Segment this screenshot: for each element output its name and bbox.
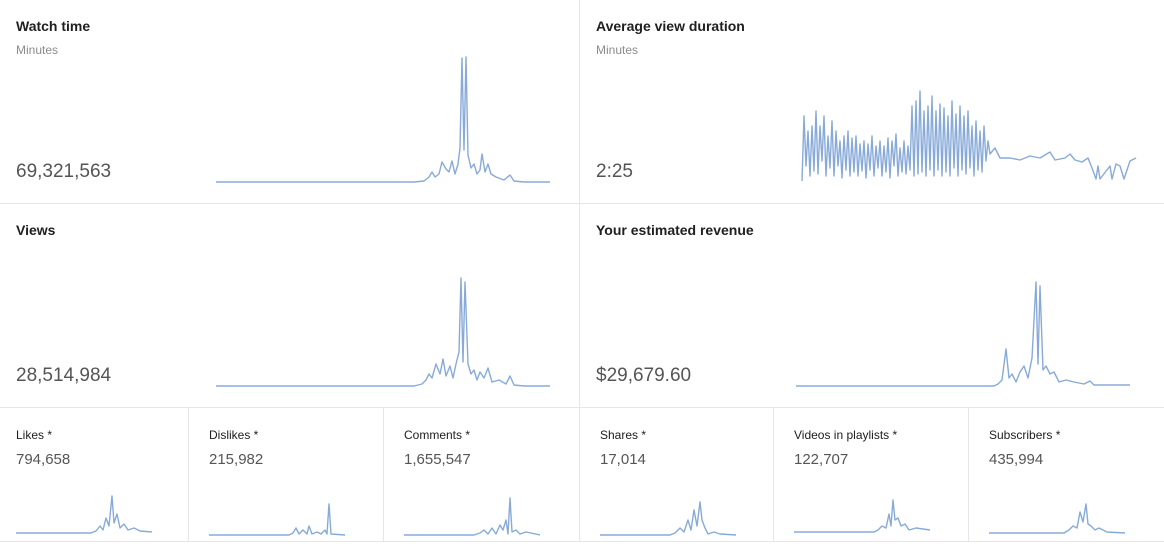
dislikes-sparkline [209, 503, 345, 536]
views-sparkline [216, 277, 550, 387]
shares-card[interactable]: Shares * 17,014 [580, 408, 773, 541]
likes-card[interactable]: Likes * 794,658 [0, 408, 189, 541]
watch-time-title: Watch time [16, 18, 91, 34]
watch-time-unit: Minutes [16, 43, 59, 57]
row-divider [0, 407, 1164, 408]
avg-view-duration-unit: Minutes [596, 43, 639, 57]
shares-title: Shares * [600, 428, 647, 442]
avg-view-duration-sparkline [801, 90, 1137, 182]
comments-sparkline [404, 497, 540, 536]
comments-title: Comments * [404, 428, 471, 442]
subscribers-title: Subscribers * [989, 428, 1061, 442]
column-divider [579, 0, 580, 408]
views-title: Views [16, 222, 56, 238]
subscribers-card[interactable]: Subscribers * 435,994 [969, 408, 1164, 541]
views-card[interactable]: Views 28,514,984 [0, 204, 580, 407]
row-divider [0, 203, 1164, 204]
metric-divider [579, 408, 580, 541]
subscribers-sparkline [989, 503, 1125, 534]
metric-divider [773, 408, 774, 541]
watch-time-value: 69,321,563 [16, 161, 112, 182]
videos-in-playlists-value: 122,707 [794, 451, 849, 468]
views-value: 28,514,984 [16, 365, 112, 386]
row-divider [0, 541, 1164, 542]
avg-view-duration-value: 2:25 [596, 161, 633, 182]
dislikes-value: 215,982 [209, 451, 264, 468]
revenue-value: $29,679.60 [596, 365, 692, 386]
metric-divider [188, 408, 189, 541]
revenue-card[interactable]: Your estimated revenue $29,679.60 [580, 204, 1164, 407]
likes-title: Likes * [16, 428, 53, 442]
videos-in-playlists-title: Videos in playlists * [794, 428, 898, 442]
shares-sparkline [600, 501, 736, 536]
dislikes-card[interactable]: Dislikes * 215,982 [189, 408, 383, 541]
subscribers-value: 435,994 [989, 451, 1044, 468]
watch-time-sparkline [216, 56, 550, 183]
avg-view-duration-card[interactable]: Average view duration Minutes 2:25 [580, 0, 1164, 203]
revenue-title: Your estimated revenue [596, 222, 754, 238]
metric-divider [968, 408, 969, 541]
comments-value: 1,655,547 [404, 451, 471, 468]
dislikes-title: Dislikes * [209, 428, 259, 442]
likes-value: 794,658 [16, 451, 71, 468]
revenue-sparkline [796, 281, 1130, 387]
metric-divider [383, 408, 384, 541]
likes-sparkline [16, 495, 152, 534]
watch-time-card[interactable]: Watch time Minutes 69,321,563 [0, 0, 580, 203]
videos-in-playlists-card[interactable]: Videos in playlists * 122,707 [774, 408, 968, 541]
videos-in-playlists-sparkline [794, 499, 930, 533]
comments-card[interactable]: Comments * 1,655,547 [384, 408, 579, 541]
shares-value: 17,014 [600, 451, 646, 468]
avg-view-duration-title: Average view duration [596, 18, 745, 34]
